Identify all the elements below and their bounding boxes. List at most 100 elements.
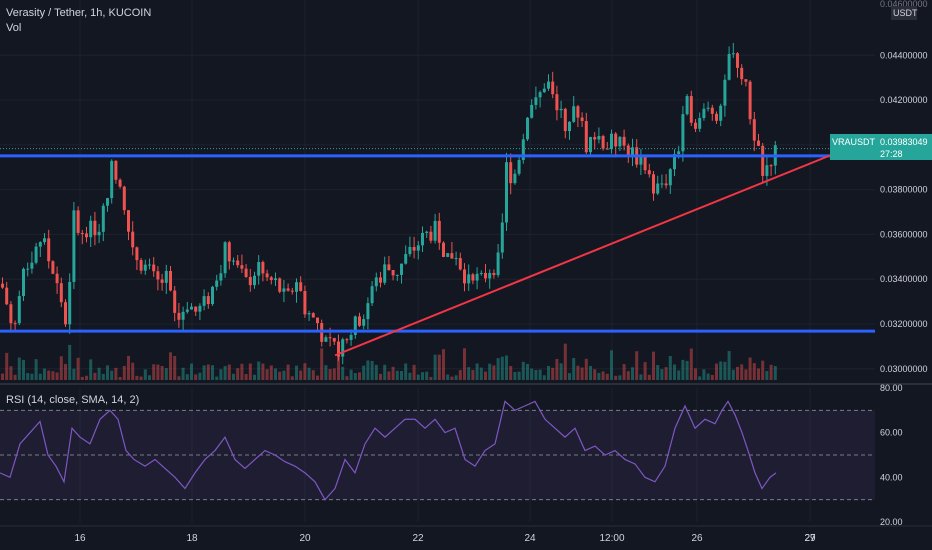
volume-bar xyxy=(744,369,748,380)
candle-body xyxy=(673,154,676,170)
volume-bar xyxy=(660,369,664,380)
volume-bar xyxy=(509,366,513,380)
volume-bar xyxy=(416,374,420,380)
volume-bar xyxy=(219,369,223,380)
volume-bar xyxy=(227,364,231,380)
volume-bar xyxy=(576,365,580,380)
candle-body xyxy=(496,252,500,276)
candle-body xyxy=(34,246,38,263)
candle-body xyxy=(740,67,744,80)
volume-bar xyxy=(492,365,496,380)
candle-body xyxy=(400,263,403,275)
candle-body xyxy=(198,305,202,312)
volume-bar xyxy=(362,365,366,380)
candle-body xyxy=(421,232,424,246)
candle-body xyxy=(353,316,357,335)
candle-countdown: 27:28 xyxy=(880,149,903,159)
candle-body xyxy=(30,262,34,269)
volume-bar xyxy=(408,372,412,380)
candle-body xyxy=(261,262,265,274)
price-axis[interactable]: 0.044000000.042000000.040000000.03800000… xyxy=(830,0,932,380)
candle-body xyxy=(433,220,437,241)
candle-body xyxy=(131,231,135,248)
candle-body xyxy=(601,136,605,149)
volume-bar xyxy=(698,376,702,380)
candle-body xyxy=(744,79,748,82)
volume-bar xyxy=(76,357,80,380)
volume-bar xyxy=(454,375,458,380)
time-tick-label: 18 xyxy=(186,533,198,544)
volume-bar xyxy=(484,371,487,380)
time-tick-label: 29 xyxy=(804,533,816,544)
volume-bar xyxy=(379,373,382,380)
candle-body xyxy=(395,274,399,276)
rsi-tick-label: 80.00 xyxy=(880,383,903,393)
candle-body xyxy=(597,136,601,140)
trendline[interactable] xyxy=(334,137,874,357)
candle-body xyxy=(765,165,769,176)
candle-body xyxy=(68,281,72,325)
candle-body xyxy=(736,53,739,68)
volume-bar xyxy=(353,372,357,380)
candle-body xyxy=(127,210,130,232)
candle-body xyxy=(143,264,147,271)
volume-bar xyxy=(542,375,546,380)
candles xyxy=(1,42,777,365)
volume-bars xyxy=(1,343,777,380)
volume-bar xyxy=(694,368,697,380)
candle-body xyxy=(526,117,529,140)
candle-body xyxy=(160,279,164,283)
candle-body xyxy=(185,309,189,312)
candle-body xyxy=(328,337,332,339)
volume-bar xyxy=(383,364,387,380)
volume-bar xyxy=(526,363,529,380)
rsi-axis[interactable]: 80.00 60.00 40.00 20.00 xyxy=(880,383,903,527)
volume-bar xyxy=(488,363,492,380)
volume-bar xyxy=(446,374,450,380)
price-tick-label: 0.03000000 xyxy=(880,364,928,374)
volume-bar xyxy=(710,375,714,380)
volume-bar xyxy=(673,364,676,380)
candle-body xyxy=(589,136,592,153)
volume-bar xyxy=(30,373,34,380)
candle-body xyxy=(463,269,466,284)
candle-body xyxy=(106,198,109,206)
volume-bar xyxy=(589,365,592,380)
volume-bar xyxy=(59,356,63,380)
price-tick-label: 0.04400000 xyxy=(880,50,928,60)
volume-bar xyxy=(198,372,202,380)
candle-body xyxy=(685,96,689,115)
volume-bar xyxy=(723,361,727,380)
candle-body xyxy=(404,254,408,264)
volume-bar xyxy=(547,365,550,380)
candle-body xyxy=(580,117,584,122)
volume-bar xyxy=(437,354,441,380)
volume-bar xyxy=(244,374,248,380)
rsi-tick-label: 20.00 xyxy=(880,517,903,527)
candle-body xyxy=(568,121,571,132)
volume-bar xyxy=(211,365,214,380)
currency-button[interactable] xyxy=(891,6,917,20)
volume-bar xyxy=(521,361,525,380)
candle-body xyxy=(618,136,622,147)
volume-bar xyxy=(551,367,555,380)
candle-body xyxy=(500,222,504,253)
trend-line[interactable] xyxy=(334,137,874,357)
volume-bar xyxy=(731,369,735,380)
candle-body xyxy=(122,186,126,211)
candle-body xyxy=(139,260,143,271)
volume-bar xyxy=(240,363,244,380)
candle-body xyxy=(47,238,51,262)
candle-body xyxy=(59,283,63,303)
volume-bar xyxy=(471,369,475,380)
last-price-tag[interactable] xyxy=(830,134,932,160)
volume-bar xyxy=(421,372,424,380)
volume-bar xyxy=(752,363,756,380)
rsi-title[interactable]: RSI (14, close, SMA, 14, 2) xyxy=(6,394,140,406)
volume-bar xyxy=(286,364,290,380)
volume-bar xyxy=(68,344,72,380)
candle-body xyxy=(316,317,319,324)
symbol-title[interactable]: Verasity / Tether, 1h, KUCOIN xyxy=(6,7,152,19)
